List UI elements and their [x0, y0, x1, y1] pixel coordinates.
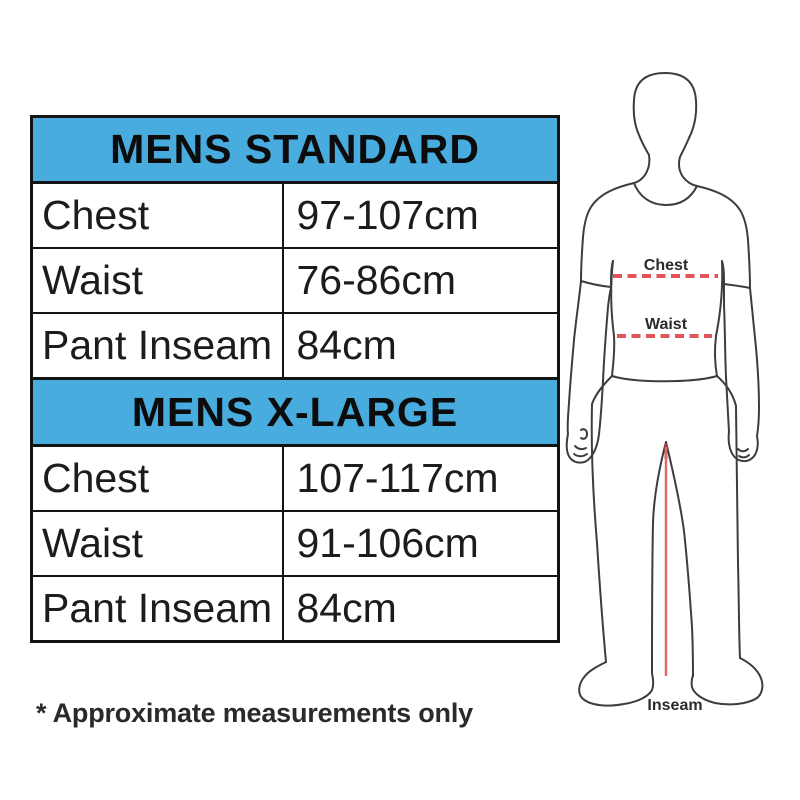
table-row: Waist 76-86cm	[30, 247, 560, 315]
measure-value-cell: 107-117cm	[281, 444, 560, 512]
finger-line-right	[737, 448, 750, 459]
measure-label-cell: Chest	[30, 181, 284, 250]
arm-right	[723, 284, 760, 463]
shoulder-sleeve-right	[696, 185, 751, 289]
leg-inner-right	[665, 441, 694, 677]
shoe-right	[690, 657, 764, 706]
torso-right	[713, 260, 724, 377]
chest-label: Chest	[644, 257, 689, 274]
table-row: Pant Inseam 84cm	[30, 312, 560, 380]
table-row: Chest 97-107cm	[30, 181, 560, 250]
measure-label-cell: Pant Inseam	[30, 574, 284, 643]
measure-label-cell: Waist	[30, 247, 284, 315]
leg-outer-right	[716, 375, 741, 659]
shoe-left	[578, 661, 655, 707]
approximate-measurements-note: * Approximate measurements only	[36, 698, 473, 728]
inseam-label: Inseam	[647, 697, 702, 714]
measure-value-cell: 84cm	[281, 312, 560, 380]
body-outline-group	[565, 72, 764, 707]
table-row: Pant Inseam 84cm	[30, 574, 560, 643]
section-title-standard: MENS STANDARD	[29, 114, 561, 185]
body-measurement-figure: Chest Waist Inseam	[565, 72, 764, 714]
measure-lines-group	[613, 274, 718, 338]
collar-outline	[633, 182, 698, 206]
sleeve-hem-left	[580, 280, 612, 288]
torso-left	[610, 260, 616, 377]
measure-value-cell: 84cm	[281, 574, 560, 643]
section-header-row: MENS X-LARGE	[29, 377, 561, 447]
leg-inner-left	[651, 441, 667, 674]
size-chart-table: MENS STANDARD Chest 97-107cm Waist 76-86…	[29, 114, 561, 643]
shirt-hem	[611, 375, 718, 383]
leg-outer-left	[590, 375, 613, 663]
finger-line-left	[573, 445, 588, 458]
head-outline	[632, 72, 698, 187]
hand-detail-left	[580, 428, 588, 440]
waist-label: Waist	[645, 316, 688, 333]
arm-left	[565, 280, 612, 464]
section-title-xlarge: MENS X-LARGE	[29, 377, 561, 447]
measure-label-cell: Pant Inseam	[30, 312, 284, 380]
measure-value-cell: 97-107cm	[281, 181, 560, 250]
measure-label-cell: Waist	[30, 509, 284, 577]
table-row: Chest 107-117cm	[30, 444, 560, 512]
neck-left-outline	[633, 154, 651, 184]
table-row: Waist 91-106cm	[30, 509, 560, 577]
section-header-row: MENS STANDARD	[29, 114, 561, 185]
measure-value-cell: 76-86cm	[281, 247, 560, 315]
measure-label-cell: Chest	[30, 444, 284, 512]
shoulder-sleeve-left	[580, 182, 635, 282]
sleeve-hem-right	[723, 283, 751, 289]
measure-value-cell: 91-106cm	[281, 509, 560, 577]
